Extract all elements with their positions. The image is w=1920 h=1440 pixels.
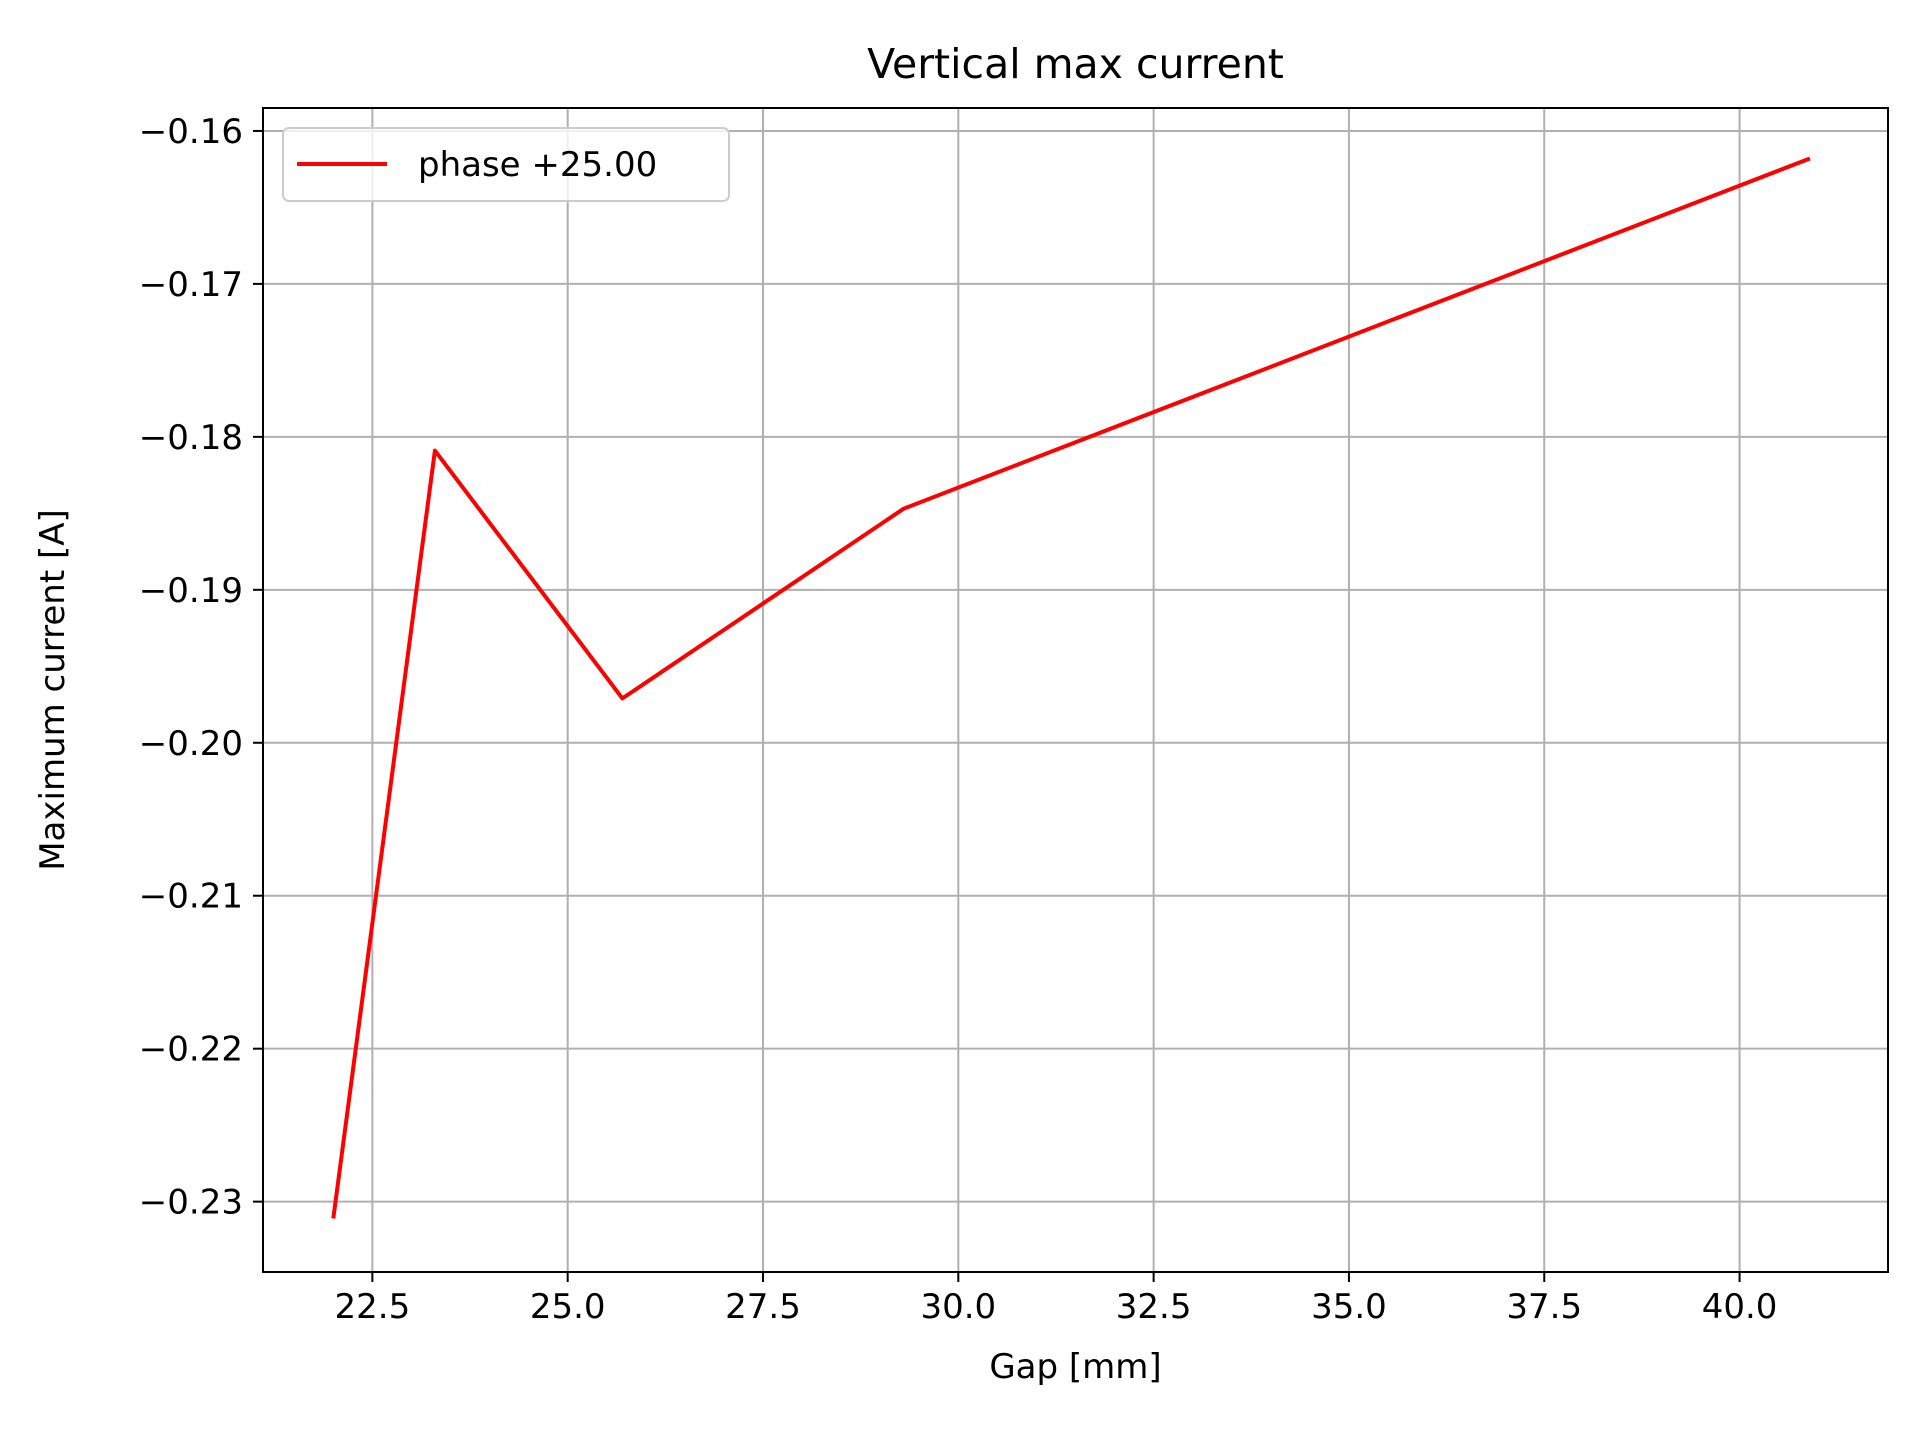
grid xyxy=(263,108,1888,1272)
x-axis-title: Gap [mm] xyxy=(989,1347,1161,1387)
series-layer xyxy=(331,156,1811,1219)
chart-title: Vertical max current xyxy=(867,40,1284,88)
y-tick-label: −0.16 xyxy=(139,112,243,152)
y-tick-label: −0.21 xyxy=(139,877,243,917)
x-tick-label: 40.0 xyxy=(1702,1287,1778,1327)
y-tick-label: −0.22 xyxy=(139,1030,243,1070)
x-tick-label: 25.0 xyxy=(530,1287,606,1327)
x-tick-label: 37.5 xyxy=(1506,1287,1582,1327)
y-axis-title: Maximum current [A] xyxy=(33,509,73,871)
x-tick-label: 30.0 xyxy=(920,1287,996,1327)
x-tick-label: 32.5 xyxy=(1116,1287,1192,1327)
y-tick-label: −0.23 xyxy=(139,1183,243,1223)
plot-area-frame xyxy=(262,107,1889,1273)
y-axis: −0.16 −0.17 −0.18 −0.19 −0.20 −0.21 −0.22 −0.23 xyxy=(139,112,263,1223)
legend-box xyxy=(282,127,730,202)
x-tick-label: 35.0 xyxy=(1311,1287,1387,1327)
y-tick-label: −0.19 xyxy=(139,571,243,611)
legend-label: phase +25.00 xyxy=(418,145,657,185)
x-tick-label: 22.5 xyxy=(335,1287,411,1327)
y-tick-label: −0.20 xyxy=(139,724,243,764)
y-tick-label: −0.18 xyxy=(139,418,243,458)
series-line xyxy=(331,156,1811,1219)
x-axis: 22.5 25.0 27.5 30.0 32.5 35.0 37.5 40.0 xyxy=(335,1272,1778,1327)
legend: phase +25.00 xyxy=(282,127,730,202)
y-tick-label: −0.17 xyxy=(139,265,243,305)
x-tick-label: 27.5 xyxy=(725,1287,801,1327)
